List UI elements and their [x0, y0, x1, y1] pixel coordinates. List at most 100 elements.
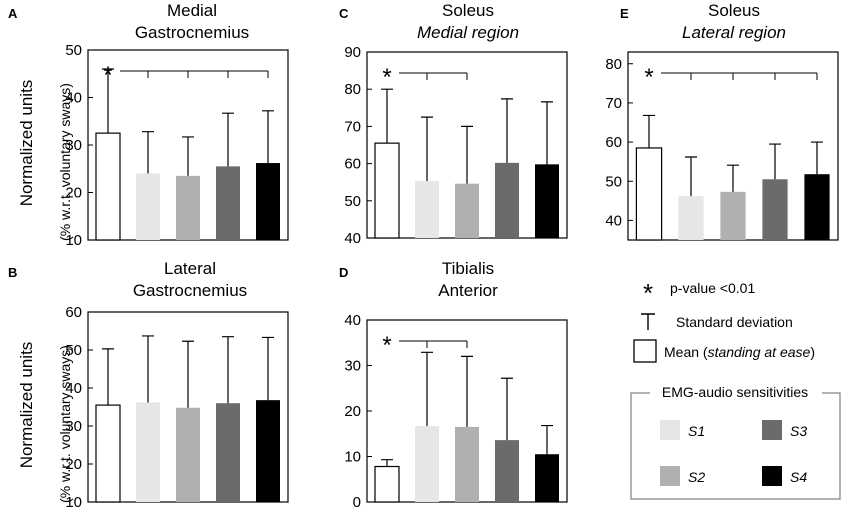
panel-letter-d: D [339, 265, 348, 280]
error-bar-b-s3 [222, 336, 234, 404]
error-bar-d-s2 [461, 355, 473, 427]
error-bar-a-mean [102, 68, 114, 134]
bar-b-s1 [136, 402, 160, 502]
legend-swatch-s1 [660, 420, 680, 440]
y-tick-label-b-4: 50 [65, 342, 82, 359]
bar-e-s2 [720, 191, 746, 240]
error-bar-c-s4 [541, 101, 553, 165]
panel-title-c-line-1: Soleus [442, 1, 494, 20]
error-bar-c-s3 [501, 98, 513, 163]
y-tick-label-d-0: 0 [353, 494, 361, 509]
y-tick-label-b-0: 10 [65, 494, 82, 509]
error-bar-e-s2 [727, 164, 739, 192]
error-bar-a-s4 [262, 110, 274, 164]
legend-label-s3: S3 [790, 423, 807, 439]
y-tick-label-b-3: 40 [65, 380, 82, 397]
y-tick-label-c-5: 90 [344, 44, 361, 61]
y-axis-label-b-line-1: Normalized units [17, 342, 36, 469]
error-bar-e-s4 [811, 141, 823, 175]
y-axis-label-a-line-2: (% w.r.t. voluntary sways) [57, 83, 73, 241]
y-tick-label-a-2: 30 [65, 137, 82, 154]
bar-e-s1 [678, 196, 704, 240]
y-tick-label-d-4: 40 [344, 312, 361, 329]
legend-swatch-s3 [762, 420, 782, 440]
panel-c: C Soleus Medial region 40 50 60 70 80 90 * [339, 1, 568, 247]
significance-star-c: * [382, 64, 391, 91]
error-bar-e-s3 [769, 143, 781, 180]
error-bar-b-mean [102, 348, 114, 406]
bar-c-s4 [535, 164, 559, 238]
bar-b-s4 [256, 400, 280, 502]
y-tick-label-e-2: 60 [605, 134, 622, 151]
y-tick-label-b-5: 60 [65, 304, 82, 321]
bar-d-s4 [535, 454, 559, 502]
y-tick-label-c-1: 50 [344, 193, 361, 210]
error-bar-a-s1 [142, 131, 154, 174]
error-bar-b-s2 [182, 340, 194, 408]
panel-title-e-line-1: Soleus [708, 1, 760, 20]
legend-sensitivity-title-mask [650, 383, 822, 401]
bar-b-s3 [216, 403, 240, 502]
y-tick-label-d-3: 30 [344, 358, 361, 375]
panel-letter-a: A [8, 6, 18, 21]
bar-b-s2 [176, 407, 200, 502]
bar-e-mean [635, 147, 663, 241]
legend-swatch-s4 [762, 466, 782, 486]
error-bar-b-s1 [142, 335, 154, 403]
panel-title-e-line-2: Lateral region [682, 23, 786, 42]
legend-pvalue-label: p-value <0.01 [670, 280, 755, 296]
bar-a-s2 [176, 175, 200, 240]
panel-title-a-line-1: Medial [167, 1, 217, 20]
significance-star-e: * [644, 64, 653, 91]
y-tick-label-a-3: 40 [65, 90, 82, 107]
error-bar-c-mean [381, 88, 393, 144]
error-bar-a-s2 [182, 136, 194, 176]
error-bar-e-s1 [685, 156, 697, 197]
y-tick-label-c-0: 40 [344, 230, 361, 247]
error-bar-c-s1 [421, 116, 433, 182]
bar-c-mean [374, 142, 400, 239]
panel-letter-c: C [339, 6, 349, 21]
legend-mean-label-close: ) [810, 344, 815, 360]
bar-d-s3 [495, 440, 519, 502]
bar-c-s1 [415, 181, 439, 238]
panel-title-b-line-1: Lateral [164, 259, 216, 278]
y-tick-label-d-2: 20 [344, 403, 361, 420]
bar-c-s3 [495, 162, 519, 238]
y-tick-label-a-1: 20 [65, 185, 82, 202]
panel-title-a-line-2: Gastrocnemius [135, 23, 249, 42]
y-tick-label-a-4: 50 [65, 42, 82, 59]
significance-star-a: * [103, 62, 112, 89]
panel-d: D Tibialis Anterior 0 10 20 30 40 * [339, 259, 568, 509]
panel-title-d-line-1: Tibialis [442, 259, 494, 278]
legend-label-s4: S4 [790, 469, 807, 485]
legend-label-s2: S2 [688, 469, 705, 485]
y-tick-label-b-2: 30 [65, 418, 82, 435]
legend-sd-label: Standard deviation [676, 314, 793, 330]
legend-mean-label: Mean (standing at ease) [664, 344, 815, 360]
bar-a-s1 [136, 173, 160, 240]
panel-title-c-line-2: Medial region [417, 23, 519, 42]
bar-d-s2 [455, 426, 479, 502]
y-tick-label-c-3: 70 [344, 118, 361, 135]
y-axis-label-b-line-2: (% w.r.t. voluntary sways) [57, 345, 73, 503]
bar-a-s4 [256, 163, 280, 240]
error-bar-e-mean [643, 114, 655, 148]
y-tick-label-e-4: 80 [605, 56, 622, 73]
panels-container: A Medial Gastrocnemius Normalized units (% w… [8, 1, 839, 509]
panel-letter-b: B [8, 265, 17, 280]
legend-mean-label-italic: standing at ease [708, 344, 811, 360]
error-bar-c-s2 [461, 125, 473, 184]
bar-e-s3 [762, 179, 788, 240]
legend-sensitivity-title: EMG-audio sensitivities [662, 384, 808, 400]
error-bar-d-s1 [421, 351, 433, 427]
panel-title-b-line-2: Gastrocnemius [133, 281, 247, 300]
y-tick-label-e-3: 70 [605, 95, 622, 112]
bar-e-s4 [804, 174, 830, 240]
panel-a: A Medial Gastrocnemius Normalized units (% w… [8, 1, 289, 249]
panel-letter-e: E [620, 6, 629, 21]
legend-swatch-s2 [660, 466, 680, 486]
bar-c-s2 [455, 183, 479, 238]
error-bar-d-s4 [541, 424, 553, 455]
